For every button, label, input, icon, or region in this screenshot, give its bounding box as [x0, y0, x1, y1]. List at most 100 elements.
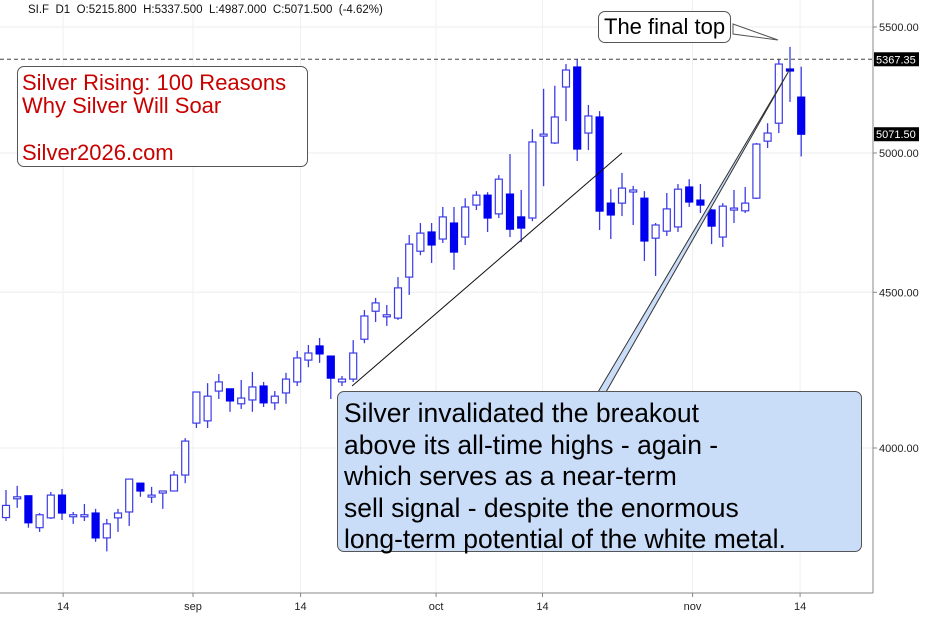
- x-tick-label: 14: [536, 601, 548, 613]
- candle-body-up: [293, 357, 302, 383]
- candle-body-down: [505, 193, 515, 230]
- candle-body-up: [102, 523, 111, 539]
- close-value: C:5071.500: [272, 4, 333, 16]
- candle-body-down: [517, 216, 526, 229]
- x-tick-label: 14: [57, 601, 69, 613]
- final-top-annotation: The final top: [598, 11, 732, 43]
- callout-line: Silver invalidated the breakout: [344, 398, 700, 428]
- candle-body-down: [427, 231, 436, 246]
- candle-body-up: [125, 478, 134, 513]
- open-value: O:5215.800: [76, 4, 137, 16]
- candle-body-up: [629, 189, 638, 193]
- candle-body-down: [606, 202, 615, 216]
- candle-body-down: [640, 197, 649, 242]
- candle-body-down: [326, 355, 335, 379]
- candle-body-up: [550, 116, 559, 144]
- symbol-ohlc-header: SI.F D1 O:5215.800 H:5337.500 L:4987.000…: [28, 4, 383, 16]
- x-tick-label: 14: [294, 601, 306, 613]
- candle-body-down: [136, 482, 145, 492]
- callout-line: above its all-time highs - again -: [344, 429, 719, 460]
- candle-body-up: [438, 216, 447, 240]
- candle-body-up: [561, 69, 571, 88]
- candle-body-down: [57, 494, 67, 514]
- y-tick-label: 4000.00: [879, 443, 919, 455]
- candle-body-up: [360, 315, 369, 340]
- candle-body-down: [696, 199, 705, 206]
- candle-body-up: [393, 287, 403, 319]
- callout-line: sell signal - despite the enormous: [344, 492, 739, 523]
- candle-body-up: [80, 514, 89, 518]
- price-axis: 5500.00 5000.00 4500.00 4000.00 5367.35 5071.…: [873, 22, 919, 455]
- candle-body-down: [225, 388, 235, 402]
- price-marker-label: 5071.50: [876, 129, 916, 141]
- candle-body-up: [741, 202, 750, 212]
- change-percent: (-4.62%): [338, 4, 383, 16]
- x-tick-label: oct: [429, 601, 444, 613]
- y-tick-label: 5000.00: [879, 148, 919, 160]
- final-top-pointer: [732, 23, 779, 41]
- high-value: H:5337.500: [143, 4, 203, 16]
- candle-body-up: [472, 194, 481, 206]
- time-axis: 14 sep 14 oct 14 nov 14: [57, 593, 806, 613]
- candle-body-up: [461, 206, 470, 238]
- y-tick-label: 5500.00: [879, 22, 919, 34]
- candle-body-up: [158, 490, 167, 494]
- candle-body-up: [763, 132, 772, 142]
- promo-website: Silver2026.com: [22, 140, 174, 165]
- candle-body-up: [584, 115, 593, 134]
- candle-body-up: [192, 391, 201, 424]
- candle-body-up: [248, 386, 257, 401]
- candle-body-up: [416, 232, 425, 252]
- candle-body-up: [718, 205, 727, 238]
- candle-body-up: [528, 141, 537, 219]
- callout-pointer: [597, 68, 791, 393]
- candle-body-down: [91, 512, 100, 539]
- candle-body-down: [24, 495, 33, 524]
- candle-body-up: [1, 504, 11, 519]
- low-value: L:4987.000: [208, 4, 267, 16]
- callout-line: long-term potential of the white metal.: [344, 524, 786, 554]
- candle-body-up: [673, 188, 683, 228]
- candle-body-up: [46, 494, 55, 519]
- candle-body-down: [315, 345, 324, 355]
- candle-body-down: [449, 222, 459, 253]
- candle-body-up: [203, 395, 212, 422]
- candle-body-up: [337, 378, 347, 383]
- candle-body-down: [483, 194, 492, 219]
- candle-body-up: [494, 178, 503, 215]
- candle-body-up: [169, 474, 179, 492]
- candle-body-up: [662, 208, 671, 232]
- candle-body-up: [349, 352, 358, 380]
- candle-body-up: [214, 381, 223, 392]
- candle-body-up: [181, 440, 190, 476]
- symbol: SI.F: [28, 4, 50, 16]
- candle-body-down: [685, 186, 694, 203]
- price-marker-box: [874, 52, 919, 67]
- candle-body-down: [707, 209, 716, 227]
- candle-body-up: [729, 207, 739, 211]
- candles: [1, 46, 806, 552]
- candle-body-down: [797, 96, 806, 135]
- candle-body-up: [382, 314, 391, 318]
- analysis-callout: Silver invalidated the breakout above it…: [337, 391, 862, 554]
- candle-body-up: [13, 496, 22, 500]
- promo-line-1: Silver Rising: 100 Reasons: [22, 70, 287, 95]
- price-marker-box: [874, 127, 919, 142]
- candle-body-up: [617, 187, 627, 204]
- candle-body-down: [573, 66, 582, 150]
- candle-body-up: [281, 378, 291, 394]
- x-tick-label: sep: [184, 601, 202, 613]
- x-tick-label: nov: [684, 601, 702, 613]
- trendline: [351, 152, 623, 387]
- candle-body-up: [371, 302, 380, 312]
- promo-line-2: Why Silver Will Soar: [22, 93, 222, 118]
- candle-body-up: [752, 143, 761, 199]
- candle-body-up: [237, 397, 246, 405]
- candle-body-up: [69, 514, 78, 518]
- candle-body-up: [405, 243, 414, 278]
- candle-body-up: [147, 494, 156, 498]
- candle-body-down: [595, 116, 604, 212]
- timeframe: D1: [55, 4, 71, 16]
- candle-body-up: [113, 512, 123, 519]
- candle-body-up: [270, 395, 279, 404]
